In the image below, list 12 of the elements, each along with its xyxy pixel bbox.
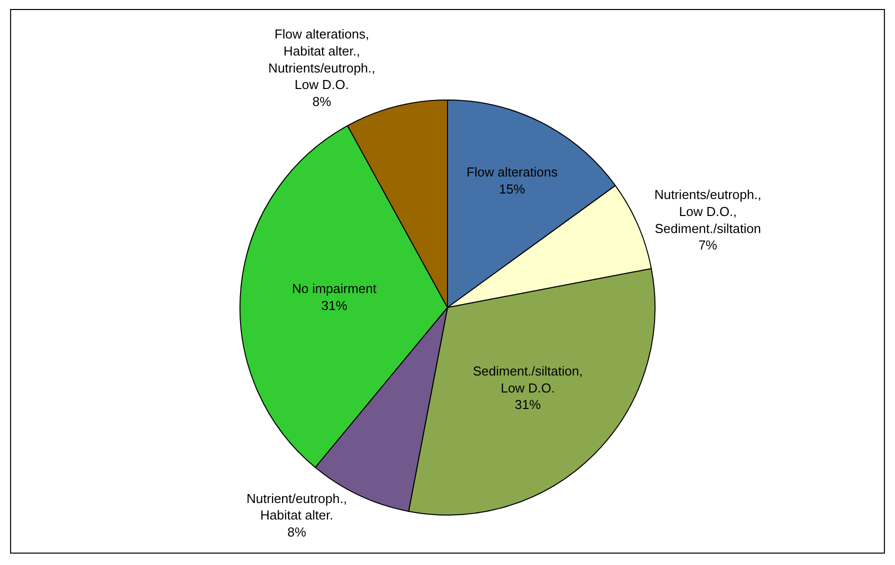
slice-label: No impairment <box>292 280 377 296</box>
data-label: 7% <box>698 238 718 253</box>
data-label: 8% <box>312 94 332 110</box>
slice-label: Nutrients/eutroph., Low D.O., Sediment./siltation <box>654 187 762 236</box>
slice-label: Nutrient/eutroph., Habitat alter. <box>246 490 347 523</box>
slice-label: Flow alterations, Habitat alter., Nutrients/eutroph., Low D.O. <box>268 26 376 92</box>
data-label: 15% <box>499 181 526 196</box>
slice-label: Flow alterations <box>466 164 558 180</box>
data-label: 8% <box>287 524 307 540</box>
data-label: 31% <box>321 298 348 313</box>
slice-label: Sediment./siltation, Low D.O. <box>472 363 583 396</box>
data-label: 31% <box>514 397 542 412</box>
